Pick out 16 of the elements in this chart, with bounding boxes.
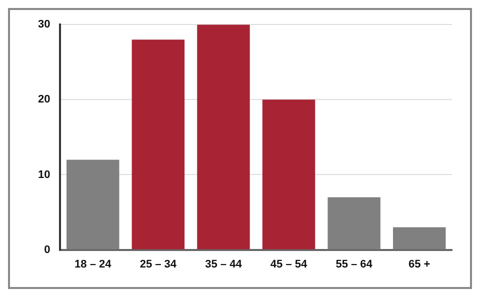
y-tick-label: 10 bbox=[38, 168, 50, 181]
y-tick-label: 20 bbox=[38, 94, 50, 106]
x-tick-label: 65 + bbox=[408, 258, 430, 270]
x-tick-label: 18 – 24 bbox=[74, 258, 112, 270]
y-tick-label: 30 bbox=[38, 18, 50, 31]
x-tick-label: 35 – 44 bbox=[205, 258, 243, 270]
bar bbox=[328, 197, 380, 250]
bar bbox=[66, 160, 120, 250]
bar bbox=[197, 24, 250, 250]
y-tick-label: 0 bbox=[44, 244, 50, 256]
x-tick-label: 45 – 54 bbox=[270, 258, 308, 270]
x-tick-label: 25 – 34 bbox=[140, 258, 178, 270]
bar bbox=[262, 100, 316, 250]
x-tick-label: 55 – 64 bbox=[336, 258, 374, 270]
bar bbox=[392, 227, 446, 250]
bar bbox=[132, 40, 185, 250]
